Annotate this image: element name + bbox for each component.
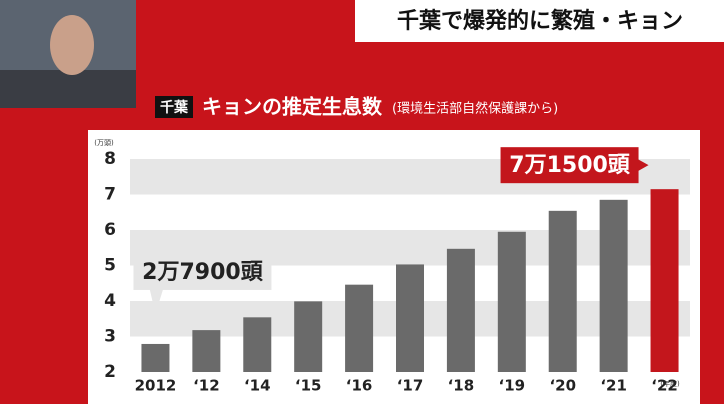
x-tick-label: ‘12 [193,377,220,395]
callout-box [133,253,272,290]
bar [548,210,577,372]
x-tick-label: ‘17 [397,377,424,395]
x-tick-label: ‘21 [600,377,627,395]
y-tick-label: 7 [104,185,116,205]
value-label: 7万1500頭 [509,153,631,178]
x-tick-label: ‘22 [651,377,678,395]
tag: 千葉 [160,99,189,116]
bar [396,264,424,372]
y-tick-label: 2 [104,362,116,382]
value-label: 2万7900頭 [142,260,264,285]
bar [345,284,374,372]
bar [192,330,221,372]
tag-box [155,96,193,118]
x-tick-label: 2012 [135,377,177,395]
x-axis-label: (年度) [660,379,680,388]
bar [497,231,526,372]
x-tick-label: ‘18 [448,377,475,395]
bar [294,301,323,372]
x-tick-label: ‘19 [499,377,526,395]
chart-subtitle: (環境生活部自然保護課から) [392,101,558,117]
headline-banner [355,0,724,42]
callout-pointer [149,287,164,314]
y-tick-label: 5 [104,256,116,276]
y-tick-label: 6 [104,220,116,240]
bar [243,317,272,372]
x-tick-label: ‘14 [244,377,271,395]
bar [650,189,679,372]
bar [141,343,170,372]
presenter-body [0,70,136,108]
presenter-head [50,15,94,75]
bar [446,248,475,372]
callout-box [500,147,639,184]
chart-title: キョンの推定生息数 [202,95,383,119]
y-tick-label: 4 [104,291,116,311]
x-tick-label: ‘20 [549,377,576,395]
y-tick-label: 8 [104,149,116,169]
y-axis-label: (万頭) [94,139,114,147]
headline: 千葉で爆発的に繁殖・キョン [397,8,683,34]
y-tick-label: 3 [104,327,116,347]
x-tick-label: ‘15 [295,377,322,395]
bar [599,199,628,372]
x-tick-label: ‘16 [346,377,373,395]
